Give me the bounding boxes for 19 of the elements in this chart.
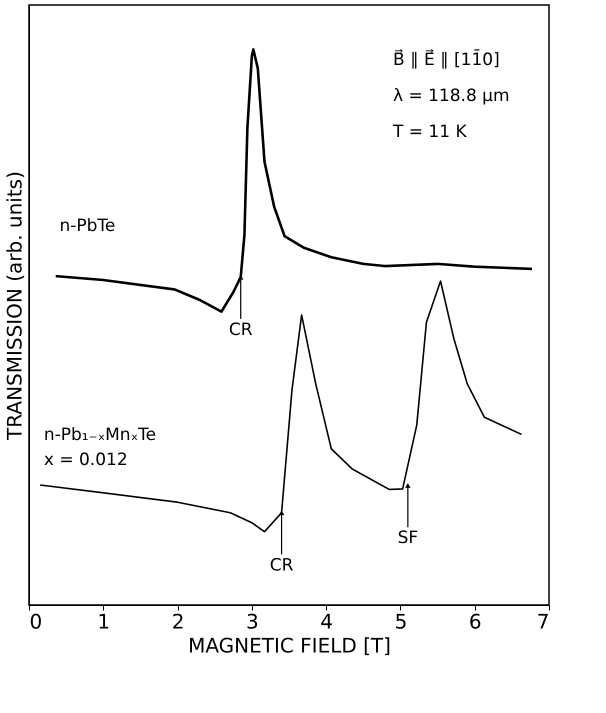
- annotation: T = 11 K: [392, 122, 468, 142]
- annotation: SF: [398, 528, 418, 548]
- x-tick-label: 7: [536, 610, 550, 634]
- x-tick-label: 0: [30, 610, 42, 634]
- x-axis-title: MAGNETIC FIELD [T]: [188, 634, 391, 658]
- text: n-Pb₁₋ₓMnₓTe: [44, 425, 156, 445]
- annotation: CR: [270, 555, 294, 576]
- annotation: B⃗ ∥ E⃗ ∥ [11̄0]: [393, 48, 500, 70]
- x-tick-label: 2: [172, 610, 184, 634]
- annotation: λ = 118.8 µm: [393, 86, 510, 106]
- x-tick-label: 4: [320, 610, 334, 634]
- x-tick-label: 5: [394, 610, 408, 634]
- y-axis-title: TRANSMISSION (arb. units): [2, 171, 26, 441]
- x-tick-label: 3: [246, 610, 259, 634]
- x-tick-label: 1: [97, 610, 110, 634]
- annotation: CR: [228, 320, 253, 340]
- x-tick-label: 6: [468, 610, 482, 634]
- text: n-PbTe: [59, 216, 116, 236]
- annotation: x = 0.012: [44, 450, 128, 470]
